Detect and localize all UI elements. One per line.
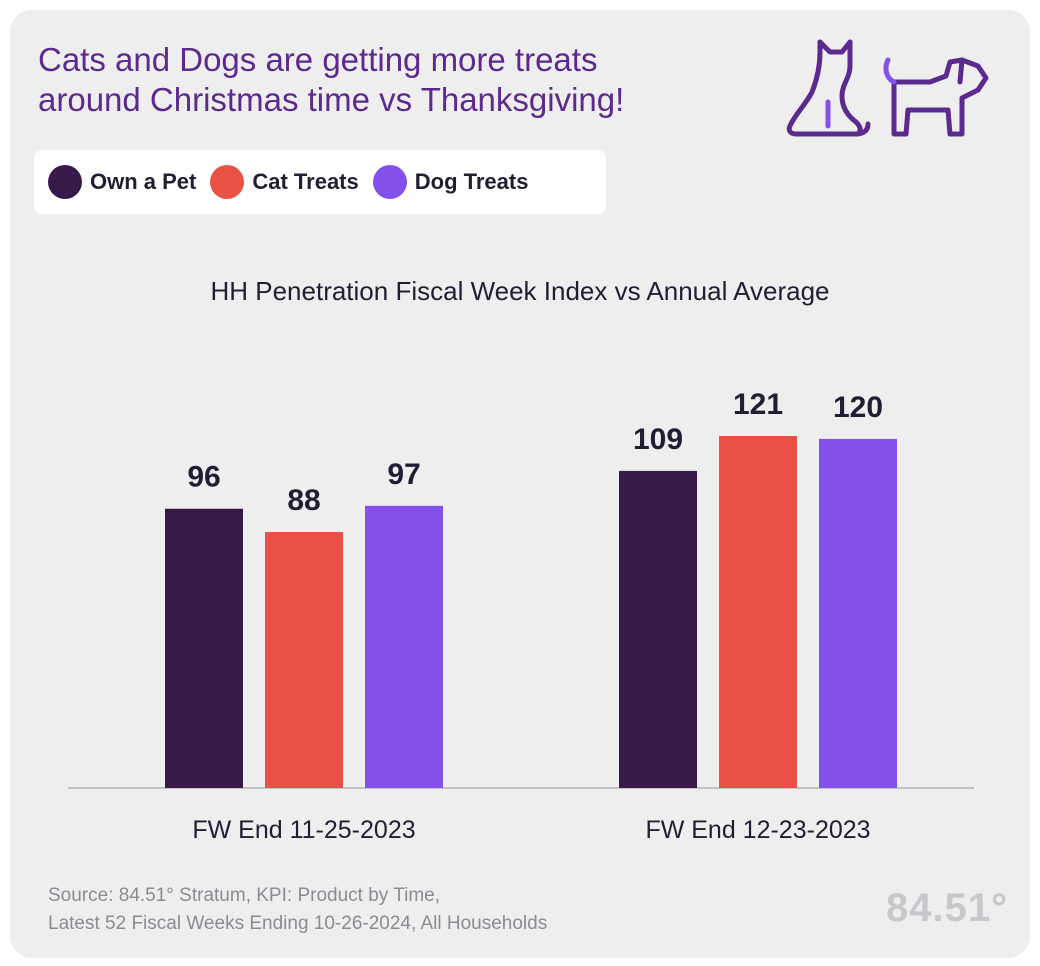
bar-own-a-pet-2 <box>619 470 697 788</box>
legend-swatch-dog-treats <box>372 165 407 199</box>
source-line-2: Latest 52 Fiscal Weeks Ending 10-26-2024… <box>48 912 548 934</box>
legend: Own a Pet Cat Treats Dog Treats <box>34 150 606 214</box>
bar-dog-treats-2 <box>819 438 897 788</box>
brand-logo: 84.51° <box>886 886 1009 930</box>
source-note: Source: 84.51° Stratum, KPI: Product by … <box>48 882 547 937</box>
bar-chart: 96 88 97 FW End 11-25-2023 109 121 120 FW End 1… <box>68 388 974 844</box>
bar-own-a-pet-1 <box>165 508 243 788</box>
chart-title: HH Penetration Fiscal Week Index vs Annu… <box>210 276 830 306</box>
legend-item-cat-treats: Cat Treats <box>210 165 359 199</box>
bar-dog-treats-1 <box>365 505 443 788</box>
data-label-cat-treats-2: 121 <box>733 388 783 421</box>
bar-cat-treats-2 <box>719 436 797 788</box>
legend-label: Cat Treats <box>252 169 359 194</box>
dog-tail-accent <box>883 57 897 85</box>
data-label-cat-treats-1: 88 <box>287 484 320 517</box>
legend-item-own-a-pet: Own a Pet <box>48 165 196 199</box>
legend-item-dog-treats: Dog Treats <box>372 165 529 199</box>
x-tick-label-2: FW End 12-23-2023 <box>645 816 870 844</box>
x-tick-label-1: FW End 11-25-2023 <box>192 816 415 844</box>
legend-swatch-own-a-pet <box>48 165 82 199</box>
legend-label: Dog Treats <box>414 169 529 194</box>
legend-swatch-cat-treats <box>210 165 245 199</box>
source-line-1: Source: 84.51° Stratum, KPI: Product by … <box>48 885 440 906</box>
bar-cat-treats-1 <box>265 532 343 788</box>
headline: Cats and Dogs are getting more treats ar… <box>38 40 758 119</box>
data-label-own-a-pet-2: 109 <box>633 423 683 456</box>
chart-card: Cats and Dogs are getting more treats ar… <box>10 10 1030 958</box>
cat-icon <box>786 39 871 137</box>
headline-line-1: Cats and Dogs are getting more treats <box>38 41 598 78</box>
pet-icons <box>786 39 989 137</box>
data-label-own-a-pet-1: 96 <box>187 461 220 494</box>
headline-line-2: around Christmas time vs Thanksgiving! <box>38 80 625 118</box>
data-label-dog-treats-1: 97 <box>387 458 420 491</box>
dog-icon <box>891 57 989 137</box>
legend-label: Own a Pet <box>90 169 197 194</box>
data-label-dog-treats-2: 120 <box>833 391 883 424</box>
